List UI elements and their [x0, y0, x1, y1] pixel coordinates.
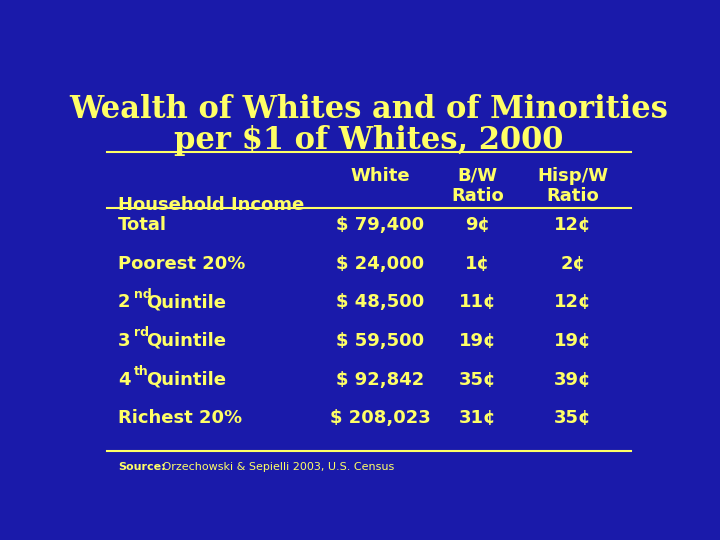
Text: Quintile: Quintile	[145, 332, 226, 350]
Text: 2¢: 2¢	[560, 254, 585, 273]
Text: th: th	[133, 365, 148, 378]
Text: Wealth of Whites and of Minorities: Wealth of Whites and of Minorities	[70, 94, 668, 125]
Text: 1¢: 1¢	[465, 254, 490, 273]
Text: 11¢: 11¢	[459, 293, 497, 311]
Text: 35¢: 35¢	[459, 370, 497, 389]
Text: $ 59,500: $ 59,500	[336, 332, 424, 350]
Text: 12¢: 12¢	[554, 216, 591, 234]
Text: $ 48,500: $ 48,500	[336, 293, 424, 311]
Text: White: White	[351, 167, 410, 185]
Text: Quintile: Quintile	[145, 370, 226, 389]
Text: per $1 of Whites, 2000: per $1 of Whites, 2000	[174, 125, 564, 156]
Text: nd: nd	[133, 288, 151, 301]
Text: Source:: Source:	[118, 462, 166, 472]
Text: Household Income: Household Income	[118, 196, 304, 214]
Text: Poorest 20%: Poorest 20%	[118, 254, 246, 273]
Text: 19¢: 19¢	[554, 332, 591, 350]
Text: $ 79,400: $ 79,400	[336, 216, 424, 234]
Text: Quintile: Quintile	[145, 293, 226, 311]
Text: Orzechowski & Sepielli 2003, U.S. Census: Orzechowski & Sepielli 2003, U.S. Census	[158, 462, 394, 472]
Text: B/W
Ratio: B/W Ratio	[451, 167, 504, 206]
Text: 2: 2	[118, 293, 130, 311]
Text: 12¢: 12¢	[554, 293, 591, 311]
Text: rd: rd	[133, 327, 148, 340]
Text: 19¢: 19¢	[459, 332, 497, 350]
Text: Total: Total	[118, 216, 167, 234]
Text: $ 24,000: $ 24,000	[336, 254, 424, 273]
Text: 9¢: 9¢	[465, 216, 490, 234]
Text: 4: 4	[118, 370, 130, 389]
Text: 3: 3	[118, 332, 130, 350]
Text: 35¢: 35¢	[554, 409, 591, 427]
Text: $ 208,023: $ 208,023	[330, 409, 431, 427]
Text: 31¢: 31¢	[459, 409, 497, 427]
Text: $ 92,842: $ 92,842	[336, 370, 424, 389]
Text: Richest 20%: Richest 20%	[118, 409, 242, 427]
Text: 39¢: 39¢	[554, 370, 591, 389]
Text: Hisp/W
Ratio: Hisp/W Ratio	[537, 167, 608, 206]
